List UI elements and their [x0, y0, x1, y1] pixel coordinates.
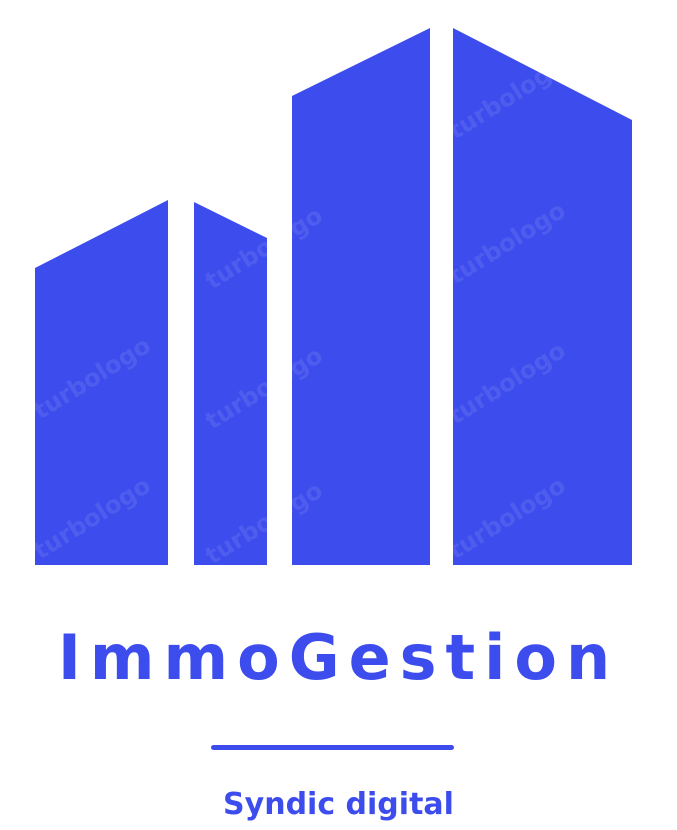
brand-name: ImmoGestion: [57, 621, 620, 694]
building-2: [194, 202, 267, 565]
tagline: Syndic digital: [223, 787, 454, 822]
divider: [211, 745, 454, 750]
building-4: [453, 28, 632, 565]
building-3: [292, 28, 430, 565]
buildings-icon: turbologo turbologo turbologo turbologo …: [35, 28, 632, 565]
building-1: [35, 200, 168, 565]
